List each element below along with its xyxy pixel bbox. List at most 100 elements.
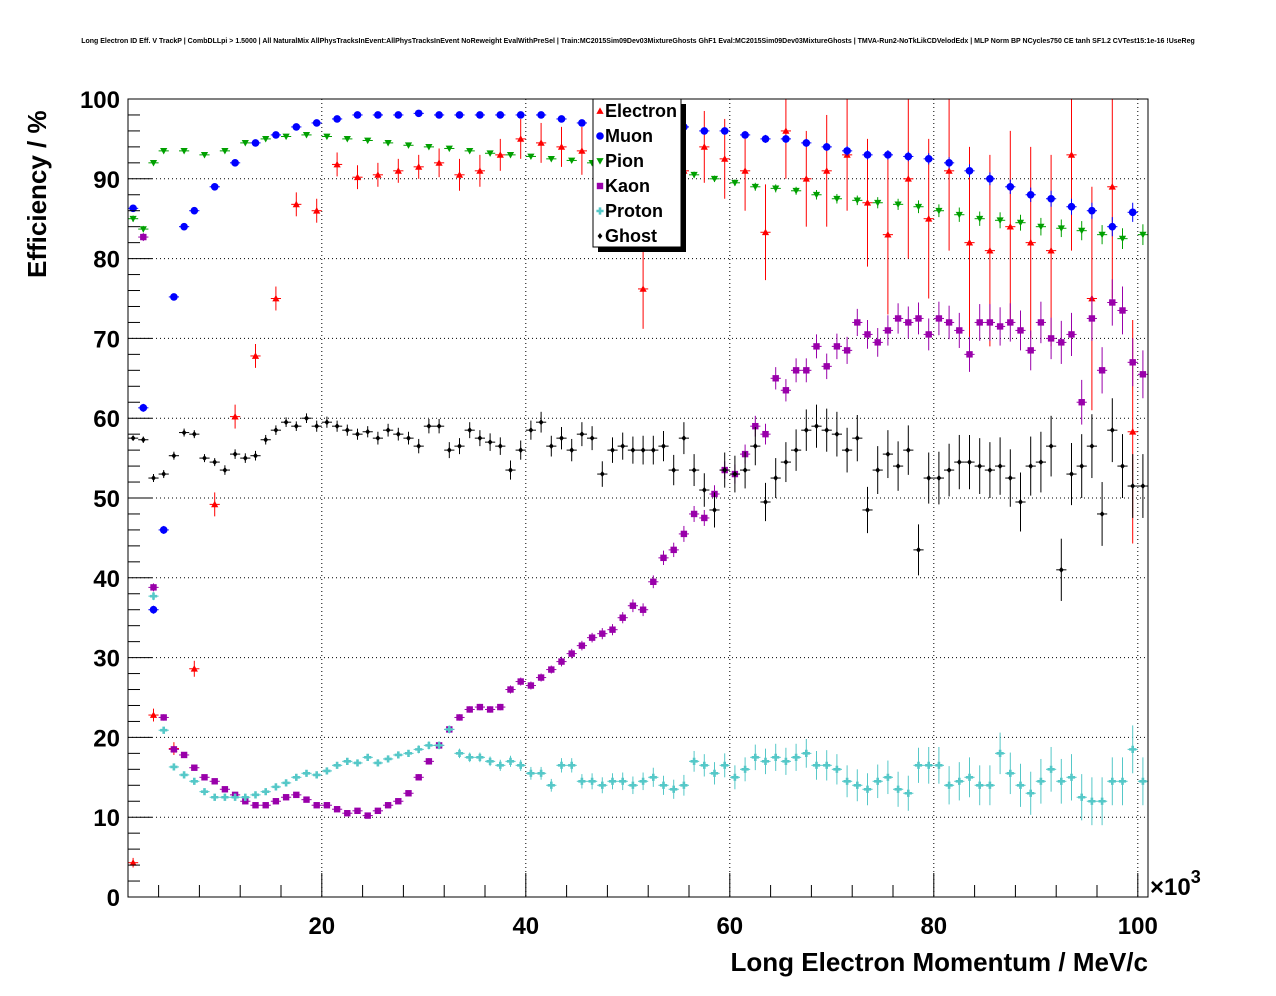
- proton-point: [404, 749, 413, 757]
- ghost-point: [722, 467, 728, 474]
- muon-point: [843, 147, 851, 155]
- kaon-point: [792, 367, 800, 374]
- proton-point: [149, 592, 158, 600]
- proton-point: [1129, 745, 1137, 753]
- kaon-point: [517, 678, 524, 685]
- pion-point: [894, 201, 902, 208]
- ghost-point: [783, 459, 789, 466]
- kaon-point: [313, 802, 320, 809]
- pion-point: [149, 159, 158, 167]
- ghost-point: [232, 451, 238, 458]
- ghost-point: [1130, 483, 1136, 490]
- ghost-point: [803, 427, 809, 434]
- muon-point: [516, 111, 525, 119]
- proton-point: [537, 769, 545, 777]
- electron-point: [863, 199, 872, 206]
- ghost-point: [314, 423, 320, 430]
- electron-point: [1006, 223, 1014, 230]
- ghost-point: [1048, 443, 1054, 450]
- pion-point: [160, 147, 168, 155]
- proton-point: [292, 773, 300, 781]
- pion-point: [343, 136, 351, 143]
- pion-point: [506, 151, 515, 159]
- proton-point: [578, 777, 586, 785]
- proton-point: [700, 761, 708, 769]
- muon-point: [1026, 190, 1035, 199]
- muon-point: [986, 175, 994, 183]
- ghost-point: [1120, 463, 1125, 470]
- ghost-point: [987, 467, 993, 474]
- legend-marker-ghost: [597, 233, 603, 239]
- pion-point: [568, 157, 576, 165]
- kaon-point: [905, 319, 912, 326]
- ghost-point: [701, 487, 707, 494]
- kaon-point: [956, 327, 963, 334]
- ghost-point: [528, 427, 534, 434]
- kaon-point: [925, 331, 932, 338]
- electron-point: [761, 228, 770, 236]
- pion-point: [1057, 225, 1065, 232]
- ghost-point: [1079, 463, 1085, 470]
- muon-point: [231, 159, 239, 167]
- proton-point: [302, 769, 311, 777]
- proton-point: [751, 753, 759, 761]
- muon-point: [353, 111, 362, 119]
- ghost-point: [865, 506, 870, 513]
- ghost-point: [967, 459, 972, 466]
- ghost-point: [1069, 471, 1074, 478]
- ghost-point: [293, 423, 299, 430]
- proton-point: [374, 759, 382, 767]
- kaon-point: [833, 343, 841, 350]
- ghost-point: [640, 447, 646, 454]
- pion-point: [955, 211, 963, 219]
- pion-point: [1078, 227, 1086, 235]
- legend-label-kaon: Kaon: [605, 176, 650, 196]
- pion-point: [364, 137, 372, 145]
- kaon-point: [548, 666, 555, 673]
- muon-point: [741, 131, 749, 139]
- proton-point: [721, 761, 729, 769]
- ghost-point: [579, 431, 585, 438]
- proton-point: [160, 726, 168, 734]
- muon-point: [292, 123, 301, 131]
- muon-point: [190, 206, 199, 215]
- kaon-point: [680, 530, 688, 538]
- legend-marker-kaon: [596, 182, 604, 190]
- pion-point: [404, 142, 413, 149]
- ghost-point: [620, 443, 626, 450]
- kaon-point: [303, 796, 310, 803]
- ghost-point: [824, 427, 830, 434]
- muon-point: [149, 605, 158, 614]
- kaon-point: [354, 807, 361, 815]
- legend-label-muon: Muon: [605, 126, 653, 146]
- proton-point: [772, 753, 780, 761]
- electron-point: [455, 171, 464, 178]
- kaon-point: [282, 794, 290, 801]
- ghost-point: [538, 419, 544, 426]
- proton-point: [547, 781, 555, 789]
- muon-point: [761, 135, 770, 143]
- proton-point: [955, 777, 963, 785]
- proton-point: [792, 753, 800, 761]
- proton-point: [1037, 777, 1045, 785]
- muon-point: [557, 115, 566, 123]
- kaon-point: [221, 786, 229, 793]
- ghost-point: [508, 467, 513, 474]
- electron-point: [884, 231, 892, 238]
- proton-point: [353, 759, 362, 767]
- kaon-point: [670, 546, 677, 554]
- electron-point: [721, 155, 729, 162]
- pion-point: [710, 175, 719, 183]
- kaon-point: [966, 351, 973, 358]
- electron-point: [986, 247, 994, 254]
- kaon-point: [1109, 299, 1116, 306]
- electron-point: [435, 159, 443, 166]
- kaon-point: [1119, 307, 1126, 314]
- kaon-point: [262, 802, 269, 809]
- ghost-point: [793, 447, 799, 454]
- kaon-point: [323, 802, 331, 809]
- kaon-point: [395, 798, 402, 805]
- kaon-point: [252, 802, 259, 809]
- pion-point: [129, 215, 137, 223]
- pion-point: [323, 133, 331, 141]
